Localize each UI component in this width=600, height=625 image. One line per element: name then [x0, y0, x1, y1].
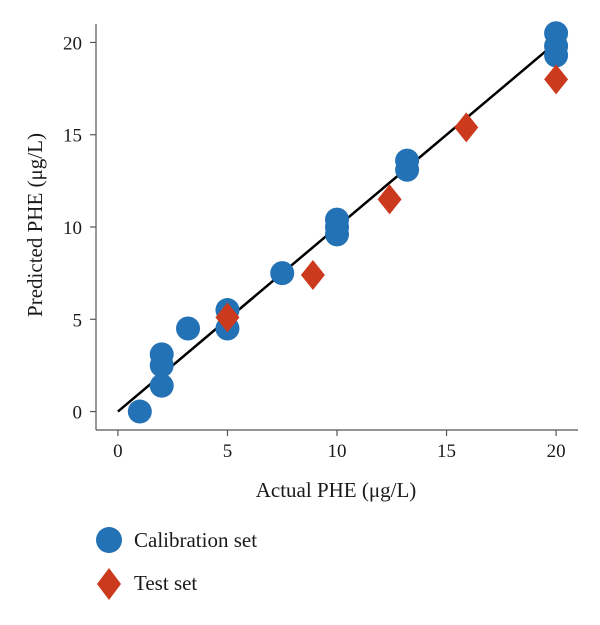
test-point [454, 112, 479, 143]
x-tick-label: 20 [547, 441, 566, 462]
y-axis-label: Predicted PHE (μg/L) [23, 133, 47, 317]
test-point [377, 184, 402, 215]
legend-marker-calibration [96, 527, 122, 553]
legend-label-calibration: Calibration set [134, 528, 257, 552]
calibration-point [176, 316, 201, 341]
calibration-point [149, 373, 174, 398]
calibration-point [395, 148, 420, 173]
y-tick-label: 15 [63, 126, 82, 147]
calibration-point [270, 261, 295, 286]
y-tick-label: 20 [63, 33, 82, 54]
legend-marker-test [97, 568, 121, 600]
y-tick-label: 5 [73, 310, 83, 331]
y-tick-label: 0 [73, 403, 83, 424]
x-tick-label: 5 [223, 441, 233, 462]
data-markers [127, 21, 569, 424]
calibration-point [325, 207, 349, 232]
test-point [300, 259, 325, 290]
y-tick-label: 10 [63, 218, 82, 239]
x-axis-label: Actual PHE (μg/L) [256, 478, 417, 502]
test-point [544, 64, 569, 95]
x-tick-label: 0 [113, 441, 123, 462]
legend-label-test: Test set [134, 571, 197, 595]
calibration-point [544, 21, 569, 46]
x-tick-label: 15 [437, 441, 456, 462]
legend: Calibration set Test set [96, 527, 257, 600]
calibration-point [127, 399, 152, 424]
calibration-point [149, 342, 174, 367]
x-tick-label: 10 [328, 441, 347, 462]
test-point [215, 302, 240, 333]
axis-ticks: 0 5 10 15 20 0 5 10 15 20 [63, 33, 566, 462]
